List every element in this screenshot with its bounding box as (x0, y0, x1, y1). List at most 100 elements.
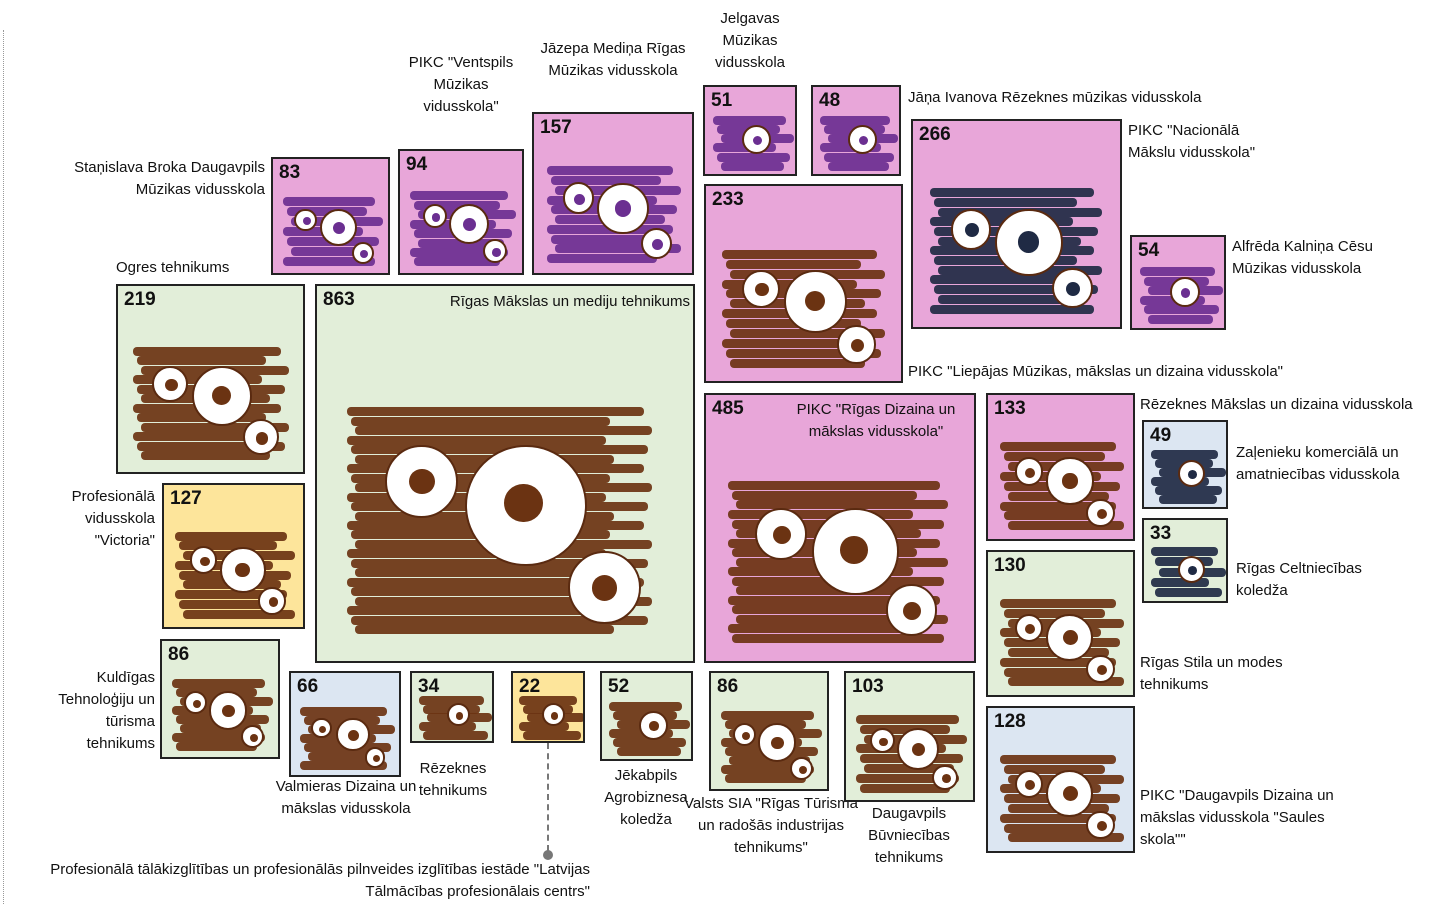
leader-line (547, 743, 549, 851)
school-box: 103 (844, 671, 975, 802)
school-name: Jēkabpils Agrobiznesa koledža (604, 767, 688, 828)
brush-stroke (355, 625, 614, 635)
icon-circle (294, 208, 318, 232)
school-name: Profesionālā tālākizglītības un profesio… (50, 861, 590, 900)
icon-glyph (551, 712, 559, 720)
icon-circle (932, 764, 958, 790)
icon-glyph (614, 200, 632, 217)
brush-stroke (299, 761, 388, 771)
brush-stroke (1150, 450, 1218, 460)
icon-circle (995, 209, 1063, 277)
brush-stroke (731, 490, 917, 500)
brush-stroke (999, 755, 1117, 765)
icon-glyph (1025, 624, 1036, 635)
icon-circle (152, 365, 189, 403)
school-name: Jelgavas Mūzikas vidusskola (714, 10, 786, 71)
school-box: 127 (162, 483, 305, 629)
student-count: 130 (994, 555, 1026, 576)
school-box: 54 (1130, 235, 1226, 330)
brush-stroke (355, 596, 652, 606)
icon-glyph (903, 601, 922, 620)
brush-stroke (183, 609, 295, 619)
brush-stroke (999, 501, 1117, 511)
brush-stroke (299, 706, 388, 716)
icon-circle (950, 209, 992, 250)
brush-stroke (175, 531, 287, 541)
student-count: 83 (279, 162, 301, 183)
school-name: Rīgas Mākslas un mediju tehnikums (449, 293, 690, 310)
brush-stroke (418, 696, 485, 706)
school-name: Rīgas Celtniecības koledža (1236, 560, 1362, 599)
brush-stroke (355, 426, 652, 436)
school-name: PIKC "Ventspils Mūzikas vidusskola" (408, 54, 514, 115)
icon-glyph (591, 575, 618, 601)
brush-stroke (550, 175, 662, 185)
school-name: Jāzepa Mediņa Rīgas Mūzikas vidusskola (540, 40, 686, 79)
school-name: Jāņa Ivanova Rēzeknes mūzikas vidusskola (908, 89, 1202, 106)
brush-stroke (1007, 833, 1125, 843)
school-box: 86 (709, 671, 829, 791)
school-box: 48 (811, 85, 901, 176)
brush-stroke (171, 733, 266, 743)
brush-stroke (724, 720, 807, 730)
icon-circle (742, 125, 772, 155)
icon-glyph (652, 239, 664, 251)
school-name: Alfrēda Kalniņa Cēsu Mūzikas vidusskola (1232, 238, 1373, 277)
school-name: PIKC "Daugavpils Dizaina un mākslas vidu… (1140, 787, 1334, 848)
icon-circle (869, 728, 895, 754)
brush-stroke (856, 773, 959, 783)
brush-stroke (347, 577, 644, 587)
icon-glyph (1096, 821, 1107, 832)
icon-circle (335, 717, 370, 752)
brush-stroke (518, 721, 570, 731)
icon-circle (241, 725, 265, 749)
icon-circle (567, 551, 641, 625)
brush-stroke (725, 349, 882, 359)
brush-stroke (351, 558, 648, 568)
brush-stroke (355, 568, 614, 578)
icon-circle (790, 757, 814, 781)
brush-stroke (729, 329, 886, 339)
brush-stroke (1150, 547, 1218, 557)
school-box: 22 (511, 671, 585, 743)
brush-stroke (414, 200, 500, 210)
icon-circle (597, 182, 649, 235)
student-count: 52 (608, 676, 630, 697)
icon-circle (897, 728, 939, 770)
brush-stroke (820, 116, 891, 126)
icon-glyph (850, 338, 865, 353)
brush-stroke (351, 587, 610, 597)
icon-glyph (1066, 282, 1081, 297)
icon-circle (258, 587, 286, 615)
brush-stroke (554, 244, 682, 254)
student-count: 54 (1138, 240, 1160, 261)
icon-circle (848, 125, 877, 155)
icon-glyph (409, 469, 435, 495)
brush-stroke (1007, 521, 1125, 531)
brush-stroke (824, 152, 895, 162)
icon-glyph (1180, 288, 1191, 298)
brush-stroke (179, 599, 277, 609)
brush-stroke (933, 197, 1078, 207)
brush-stroke (347, 606, 606, 616)
brush-stroke (727, 481, 940, 491)
icon-circle (208, 691, 248, 730)
brush-stroke (999, 657, 1117, 667)
school-name: Staņislava Broka Daugavpils Mūzikas vidu… (74, 159, 265, 198)
school-name: Kuldīgas Tehnoloģiju un tūrisma tehnikum… (58, 669, 155, 752)
icon-circle (1086, 810, 1115, 840)
brush-stroke (1139, 267, 1215, 277)
icon-glyph (268, 597, 279, 608)
icon-circle (640, 228, 672, 260)
brush-stroke (422, 730, 489, 740)
icon-circle (885, 584, 938, 636)
brush-stroke (546, 254, 658, 264)
icon-circle (183, 691, 207, 715)
brush-stroke (721, 249, 878, 259)
icon-circle (1046, 613, 1094, 661)
student-count: 86 (168, 644, 190, 665)
icon-glyph (211, 386, 232, 406)
school-box: 130 (986, 550, 1135, 697)
school-box: 233 (704, 184, 903, 383)
